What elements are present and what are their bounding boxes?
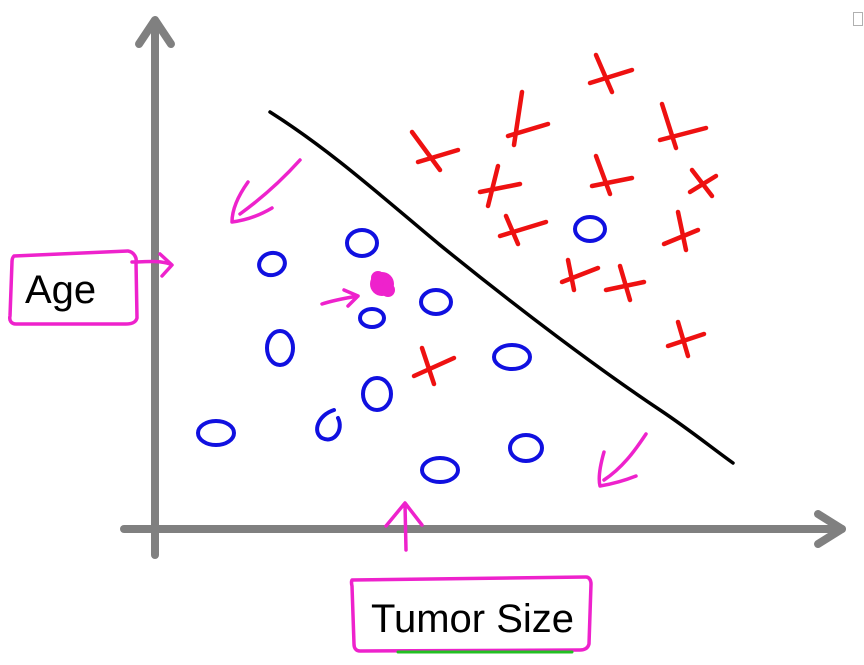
positive-example-marker <box>497 213 549 247</box>
query-point <box>370 271 395 297</box>
positive-example-marker <box>589 153 635 197</box>
positive-example-marker <box>559 257 601 293</box>
positive-example-marker <box>505 89 551 148</box>
new-point-pointer-arrow <box>320 288 360 308</box>
negative-example-marker <box>345 228 379 258</box>
positive-example-marker <box>657 101 709 151</box>
y-axis <box>135 16 175 559</box>
lower-right-curved-arrow <box>597 432 648 488</box>
negative-examples <box>196 215 607 484</box>
positive-example-marker <box>409 129 461 173</box>
x-axis <box>120 510 846 548</box>
age-highlight-box <box>8 249 139 326</box>
negative-example-marker <box>573 215 607 243</box>
negative-example-marker <box>492 343 532 371</box>
negative-example-marker <box>419 288 453 316</box>
positive-example-marker <box>687 167 719 199</box>
positive-example-marker <box>603 263 647 303</box>
tumor-size-highlight-box <box>349 575 593 653</box>
upper-left-curved-arrow <box>230 158 302 224</box>
y-axis-label: Age <box>25 268 97 312</box>
positive-example-marker <box>411 345 457 387</box>
negative-example-marker <box>315 408 342 442</box>
negative-example-marker <box>257 250 287 278</box>
negative-example-marker <box>420 456 460 484</box>
decision-boundary-line <box>268 110 735 465</box>
negative-example-marker <box>358 307 386 329</box>
positive-example-marker <box>477 163 523 209</box>
positive-example-marker <box>661 209 701 253</box>
x-axis-pointer-arrow <box>384 501 424 552</box>
x-axis-label: Tumor Size <box>371 597 575 641</box>
x-axis-arrowhead <box>814 510 846 548</box>
negative-example-marker <box>196 419 236 447</box>
negative-example-marker <box>361 376 393 412</box>
slide-corner-marker <box>853 12 863 26</box>
y-axis-arrowhead <box>135 16 175 48</box>
positive-examples <box>409 52 719 387</box>
positive-example-marker <box>587 52 635 95</box>
negative-example-marker <box>508 433 544 463</box>
negative-example-marker <box>265 329 295 367</box>
annotations <box>8 158 648 653</box>
y-axis-pointer-arrow <box>130 252 174 278</box>
positive-example-marker <box>665 319 707 359</box>
